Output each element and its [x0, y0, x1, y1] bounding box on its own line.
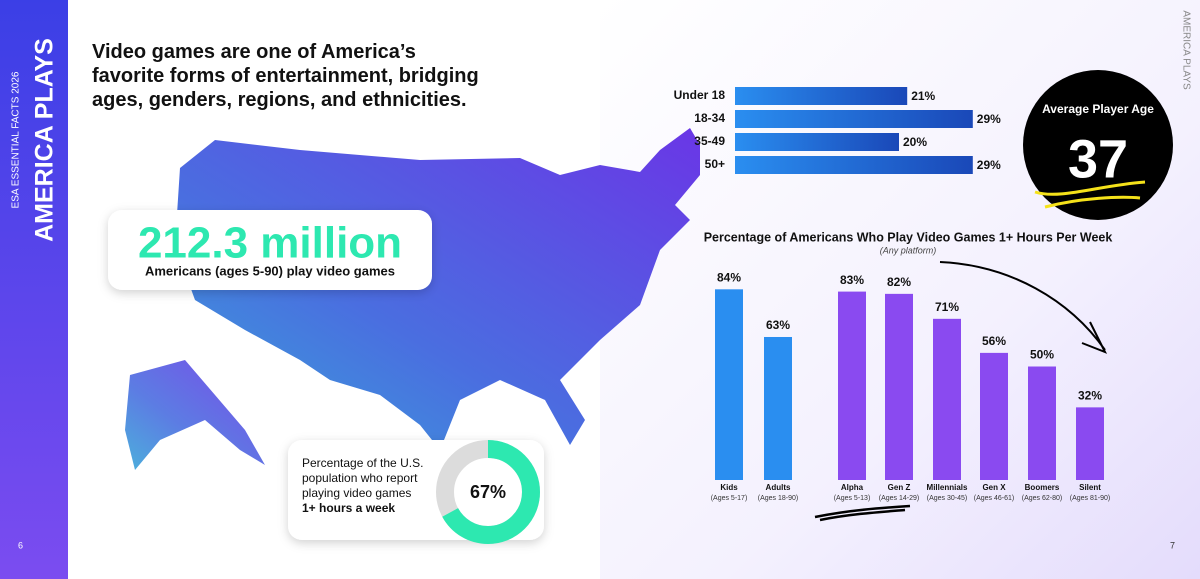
bar: [838, 291, 866, 480]
value-label: 20%: [903, 135, 927, 149]
value-label: 71%: [935, 300, 959, 314]
category-label: Boomers: [1025, 483, 1060, 492]
value-label: 56%: [982, 334, 1006, 348]
right-label: AMERICA PLAYS: [1180, 10, 1191, 90]
category-label: Kids: [720, 483, 738, 492]
sidebar-title: AMERICA PLAYS: [31, 38, 59, 242]
donut-text: Percentage of the U.S. population who re…: [302, 456, 437, 516]
bar: [933, 318, 961, 480]
bar: [764, 336, 792, 480]
category-label: Silent: [1079, 483, 1101, 492]
category-label: 35-49: [694, 134, 725, 148]
category-label: Adults: [766, 483, 791, 492]
category-sublabel: (Ages 81-90): [1070, 495, 1110, 502]
donut-label: 67%: [470, 482, 506, 502]
sidebar-series: ESA ESSENTIAL FACTS 2026: [11, 71, 22, 208]
age-value: 37: [1068, 129, 1128, 189]
donut-segment: [436, 440, 540, 544]
stat-value: 212.3 million: [138, 219, 402, 268]
bar: [735, 87, 908, 105]
sidebar: [0, 0, 68, 579]
category-label: Millennials: [927, 483, 968, 492]
category-sublabel: (Ages 62-80): [1022, 495, 1062, 502]
bar: [715, 289, 743, 480]
bar: [1028, 366, 1056, 480]
bar: [1076, 407, 1104, 480]
category-sublabel: (Ages 30-45): [927, 495, 967, 502]
value-label: 50%: [1030, 348, 1054, 362]
bar: [735, 133, 899, 151]
category-sublabel: (Ages 14-29): [879, 495, 919, 502]
category-label: 18-34: [694, 111, 725, 125]
alaska: [125, 360, 265, 470]
category-label: Under 18: [674, 88, 726, 102]
bar: [735, 110, 973, 128]
trend-arrow: [939, 261, 1108, 354]
value-label: 82%: [887, 275, 911, 289]
donut-emphasis: 1+ hours a week: [302, 501, 396, 515]
chart-title: Percentage of Americans Who Play Video G…: [704, 230, 1113, 244]
value-label: 63%: [766, 318, 790, 332]
value-label: 29%: [977, 112, 1001, 126]
category-label: Gen Z: [888, 483, 911, 492]
value-label: 32%: [1078, 389, 1102, 403]
bar: [885, 293, 913, 480]
stat-box: [108, 210, 432, 290]
category-label: 50+: [705, 157, 725, 171]
headline: Video games are one of America’s favorit…: [92, 41, 479, 111]
page-number: 7: [1170, 540, 1175, 550]
category-label: Alpha: [841, 483, 864, 492]
category-sublabel: (Ages 5-17): [711, 495, 748, 502]
category-label: Gen X: [982, 483, 1006, 492]
underline: [814, 504, 911, 522]
value-label: 29%: [977, 158, 1001, 172]
page-number: 6: [18, 540, 23, 550]
chart-subtitle: (Any platform): [880, 245, 937, 255]
category-sublabel: (Ages 5-13): [834, 495, 871, 502]
bar: [735, 156, 973, 174]
value-label: 83%: [840, 273, 864, 287]
donut-box: [288, 440, 544, 540]
value-label: 21%: [911, 89, 935, 103]
age-label: Average Player Age: [1042, 102, 1154, 116]
value-label: 84%: [717, 270, 741, 284]
bar: [980, 352, 1008, 480]
squiggle: [1034, 180, 1146, 209]
us-map: [175, 128, 700, 450]
category-sublabel: (Ages 46-61): [974, 495, 1014, 502]
stat-label: Americans (ages 5-90) play video games: [145, 263, 395, 278]
category-sublabel: (Ages 18-90): [758, 495, 798, 502]
donut-title: Percentage of the U.S. population who re…: [302, 456, 424, 500]
